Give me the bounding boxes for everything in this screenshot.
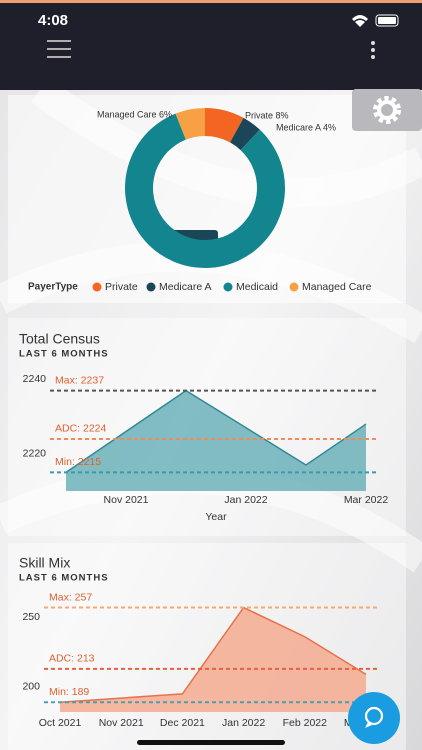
settings-button[interactable] bbox=[352, 89, 422, 131]
y-tick-label: 200 bbox=[22, 681, 40, 693]
chat-button[interactable] bbox=[348, 692, 400, 744]
x-tick-label: Jan 2022 bbox=[224, 494, 267, 506]
y-tick-label: 250 bbox=[22, 611, 40, 623]
status-icons bbox=[352, 14, 399, 27]
chart-title: Total Census bbox=[19, 331, 100, 347]
x-axis-title: Year bbox=[205, 511, 227, 523]
reference-label: ADC: 2224 bbox=[55, 423, 107, 435]
reference-label: Min: 189 bbox=[49, 686, 89, 698]
reference-label: ADC: 213 bbox=[49, 653, 95, 665]
area-line bbox=[59, 606, 367, 703]
x-tick-label: Jan 2022 bbox=[222, 717, 265, 729]
chart-subtitle: LAST 6 MONTHS bbox=[19, 349, 109, 360]
home-indicator bbox=[137, 740, 285, 745]
card bbox=[8, 543, 406, 750]
slice-label: Medicare A 4% bbox=[276, 122, 336, 132]
reference-label: Max: 2237 bbox=[55, 374, 104, 386]
x-tick-label: Feb 2022 bbox=[283, 717, 328, 729]
legend-label: Medicare A bbox=[159, 281, 212, 293]
legend-title: PayerType bbox=[28, 282, 78, 293]
reference-label: Max: 257 bbox=[49, 591, 92, 603]
x-tick-label: Mar 2022 bbox=[344, 494, 389, 506]
donut-slice bbox=[124, 113, 285, 268]
legend-swatch bbox=[146, 282, 156, 292]
y-tick-label: 2240 bbox=[23, 373, 47, 385]
x-tick-label: Nov 2021 bbox=[99, 717, 144, 729]
donut-slice bbox=[175, 108, 205, 140]
x-tick-label: Dec 2021 bbox=[160, 717, 205, 729]
menu-button[interactable] bbox=[47, 40, 71, 58]
donut-slice bbox=[230, 117, 260, 151]
more-button[interactable] bbox=[371, 41, 375, 59]
slice-label: Private 8% bbox=[245, 110, 289, 120]
area-fill bbox=[66, 390, 366, 491]
x-tick-label: Oct 2021 bbox=[39, 717, 82, 729]
chart-subtitle: LAST 6 MONTHS bbox=[19, 573, 109, 584]
status-time: 4:08 bbox=[38, 12, 68, 29]
legend-label: Managed Care bbox=[302, 281, 372, 293]
legend-label: Medicaid bbox=[236, 281, 278, 293]
area-fill bbox=[60, 607, 366, 712]
x-tick-label: Nov 2021 bbox=[104, 494, 149, 506]
slice-label: Managed Care 6% bbox=[97, 109, 172, 119]
donut-slice bbox=[205, 108, 244, 143]
legend-swatch bbox=[92, 282, 102, 292]
top-accent bbox=[0, 0, 422, 3]
chart-title: Skill Mix bbox=[19, 555, 70, 571]
legend-swatch bbox=[223, 282, 233, 292]
y-tick-label: 2220 bbox=[23, 448, 47, 460]
legend-label: Private bbox=[105, 281, 138, 293]
legend-swatch bbox=[289, 282, 299, 292]
top-bar bbox=[0, 0, 422, 90]
reference-label: Min: 2215 bbox=[55, 456, 101, 468]
